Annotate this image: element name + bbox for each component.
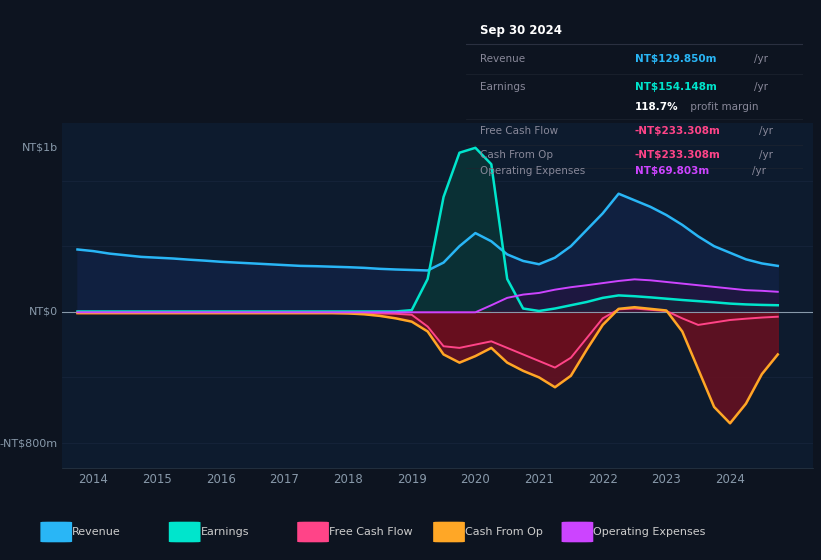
Text: Free Cash Flow: Free Cash Flow	[329, 527, 412, 537]
Text: Cash From Op: Cash From Op	[465, 527, 543, 537]
Text: Earnings: Earnings	[479, 82, 525, 92]
FancyBboxPatch shape	[297, 522, 329, 542]
Text: Free Cash Flow: Free Cash Flow	[479, 127, 558, 136]
Text: Revenue: Revenue	[479, 54, 525, 64]
Text: /yr: /yr	[754, 54, 768, 64]
FancyBboxPatch shape	[40, 522, 72, 542]
Text: Cash From Op: Cash From Op	[479, 150, 553, 160]
Text: /yr: /yr	[759, 150, 773, 160]
Text: NT$129.850m: NT$129.850m	[635, 54, 716, 64]
Text: 118.7%: 118.7%	[635, 102, 678, 113]
Text: /yr: /yr	[754, 82, 768, 92]
Text: NT$69.803m: NT$69.803m	[635, 166, 709, 176]
Text: /yr: /yr	[759, 127, 773, 136]
Text: Earnings: Earnings	[200, 527, 249, 537]
Text: Operating Expenses: Operating Expenses	[594, 527, 706, 537]
Text: profit margin: profit margin	[687, 102, 759, 113]
Text: -NT$800m: -NT$800m	[0, 438, 57, 448]
Text: -NT$233.308m: -NT$233.308m	[635, 127, 721, 136]
Text: NT$154.148m: NT$154.148m	[635, 82, 717, 92]
Text: Revenue: Revenue	[72, 527, 121, 537]
Text: /yr: /yr	[752, 166, 767, 176]
FancyBboxPatch shape	[562, 522, 594, 542]
Text: Sep 30 2024: Sep 30 2024	[479, 24, 562, 37]
FancyBboxPatch shape	[169, 522, 200, 542]
Text: NT$0: NT$0	[29, 307, 57, 317]
FancyBboxPatch shape	[433, 522, 465, 542]
Text: -NT$233.308m: -NT$233.308m	[635, 150, 721, 160]
Text: Operating Expenses: Operating Expenses	[479, 166, 585, 176]
Text: NT$1b: NT$1b	[21, 143, 57, 153]
